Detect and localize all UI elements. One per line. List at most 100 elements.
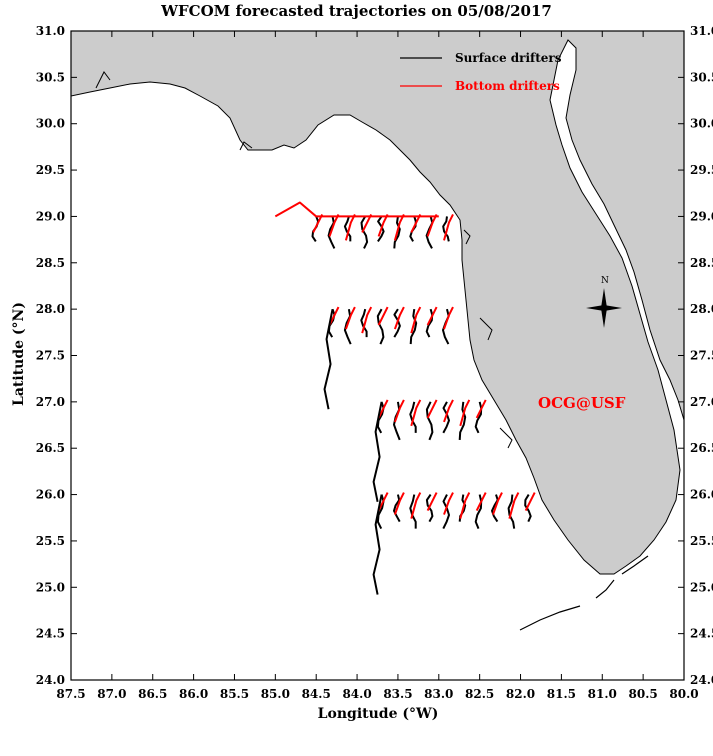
y-tick-label: 28.5 — [690, 256, 713, 270]
y-tick-label: 29.5 — [690, 163, 713, 177]
surface-drifter-track — [507, 494, 516, 529]
x-tick-label: 82.0 — [506, 687, 535, 701]
y-tick-label: 25.0 — [36, 580, 65, 594]
surface-drifter-track — [360, 308, 368, 338]
x-tick-label: 83.0 — [424, 687, 453, 701]
bottom-drifter-track — [426, 306, 438, 326]
surface-drifter-tail — [372, 494, 383, 595]
bottom-drifter-track — [361, 306, 373, 334]
bottom-drifter-track — [377, 306, 389, 326]
legend-bottom-label: Bottom drifters — [455, 79, 560, 93]
x-tick-label: 85.5 — [220, 687, 249, 701]
surface-drifter-track — [376, 308, 385, 345]
surface-drifter-track — [393, 216, 401, 249]
surface-drifter-track — [474, 401, 483, 434]
bottom-drifter-track — [524, 492, 536, 512]
bottom-drifter-track — [328, 306, 340, 326]
bottom-drifter-track — [459, 492, 471, 519]
y-tick-label: 30.5 — [690, 70, 713, 84]
bottom-drifter-track — [344, 306, 356, 330]
y-tick-label: 24.0 — [36, 673, 65, 687]
surface-drifter-tail — [372, 401, 383, 503]
surface-drifter-track — [442, 401, 450, 434]
surface-drifter-track — [491, 494, 499, 523]
y-tick-label: 31.0 — [36, 24, 65, 38]
y-tick-label: 29.0 — [690, 209, 713, 223]
bottom-drifter-track — [426, 492, 438, 512]
bottom-drifter-track — [274, 201, 439, 218]
y-tick-label: 24.0 — [690, 673, 713, 687]
y-tick-label: 29.0 — [36, 209, 65, 223]
x-tick-label: 81.5 — [547, 687, 576, 701]
x-tick-label: 87.0 — [97, 687, 126, 701]
y-tick-label: 24.5 — [690, 627, 713, 641]
bottom-drifter-track — [393, 399, 405, 423]
surface-drifter-track — [409, 494, 417, 529]
surface-drifter-track — [442, 216, 450, 242]
keys-islands — [519, 555, 649, 631]
y-tick-label: 27.0 — [690, 395, 713, 409]
bottom-drifter-track — [443, 492, 454, 515]
x-tick-label: 87.5 — [56, 687, 85, 701]
compass-needle-ew — [586, 305, 622, 311]
bottom-drifter-track — [443, 213, 454, 241]
y-tick-label: 29.5 — [36, 163, 65, 177]
surface-drifter-track — [458, 401, 467, 440]
florida-land — [71, 31, 684, 575]
bottom-drifter-track — [426, 399, 438, 419]
surface-drifter-track — [393, 308, 401, 338]
compass-rose: N — [586, 276, 622, 328]
bottom-drifter-track — [410, 306, 422, 334]
bottom-drifter-track — [410, 492, 422, 519]
bottom-drifter-track — [377, 399, 389, 419]
y-tick-label: 25.5 — [36, 534, 65, 548]
y-tick-label: 26.5 — [36, 441, 65, 455]
y-tick-label: 26.5 — [690, 441, 713, 455]
y-tick-label: 26.0 — [36, 488, 65, 502]
bottom-drifter-track — [508, 492, 520, 519]
bottom-drifter-track — [377, 492, 389, 512]
surface-drifter-track — [442, 494, 450, 530]
y-axis-ticks: 31.0 31.0 30.5 30.5 30.0 30.0 29.5 29.5 29.0 29.0… — [36, 24, 713, 687]
surface-drifter-track — [393, 494, 401, 523]
y-tick-label: 28.0 — [36, 302, 65, 316]
y-tick-label: 27.0 — [36, 395, 65, 409]
y-tick-label: 30.0 — [690, 117, 713, 131]
bottom-drifter-track — [443, 306, 454, 330]
legend: Surface drifters Bottom drifters — [400, 51, 562, 93]
x-tick-label: 84.0 — [342, 687, 371, 701]
surface-drifter-track — [327, 216, 336, 249]
surface-drifter-track — [343, 216, 352, 242]
y-tick-label: 25.0 — [690, 580, 713, 594]
x-tick-label: 82.5 — [465, 687, 494, 701]
y-tick-label: 28.0 — [690, 302, 713, 316]
bottom-drifter-track — [475, 492, 487, 512]
y-tick-label: 30.5 — [36, 70, 65, 84]
x-tick-label: 81.0 — [588, 687, 617, 701]
bay-coast-detail — [95, 71, 513, 449]
bottom-drifter-track — [443, 399, 454, 423]
y-tick-label: 30.0 — [36, 117, 65, 131]
y-tick-label: 28.5 — [36, 256, 65, 270]
map-title: WFCOM forecasted trajectories on 05/08/2… — [161, 2, 552, 20]
x-tick-label: 84.5 — [302, 687, 331, 701]
x-axis-label: Longitude (°W) — [317, 706, 439, 722]
surface-drifter-track — [377, 215, 385, 242]
surface-drifter-track — [425, 401, 434, 441]
bottom-drifter-track — [410, 399, 422, 427]
bottom-drifter-track — [492, 492, 503, 515]
x-tick-label: 86.0 — [179, 687, 208, 701]
surface-drifter-track — [409, 309, 418, 345]
y-tick-label: 27.5 — [36, 349, 65, 363]
y-tick-label: 31.0 — [690, 24, 713, 38]
y-tick-label: 27.5 — [690, 349, 713, 363]
legend-surface-label: Surface drifters — [455, 51, 562, 65]
drifter-trajectories — [274, 201, 536, 595]
x-tick-label: 80.0 — [669, 687, 698, 701]
surface-drifter-track — [409, 401, 417, 433]
surface-drifter-track — [360, 215, 369, 249]
y-tick-label: 25.5 — [690, 534, 713, 548]
y-tick-label: 24.5 — [36, 627, 65, 641]
x-axis-ticks: 87.5 87.0 86.5 86.0 85.5 85.0 84.5 84.0 83.5 83.0… — [56, 31, 699, 701]
